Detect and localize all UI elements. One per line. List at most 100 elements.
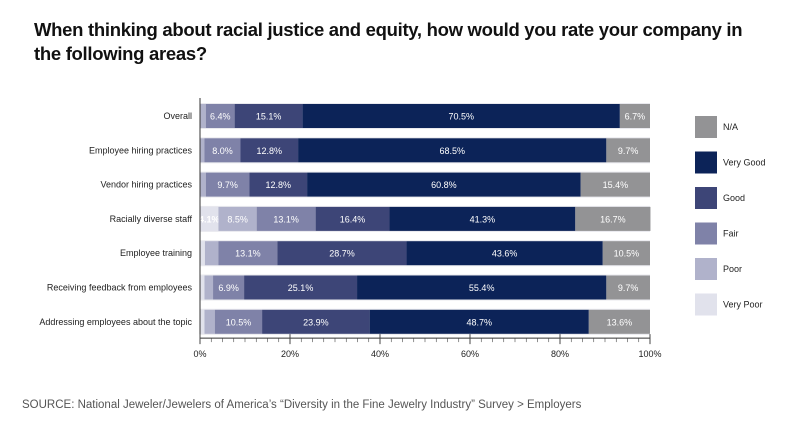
x-tick-label: 20%	[281, 349, 299, 359]
data-label: 12.8%	[266, 180, 292, 190]
bars-group: 6.4% 15.1% 70.5% 6.7% 8.0% 12.8% 68.5% 9.7% 9.7%…	[199, 103, 651, 335]
legend: N/A Very Good Good Fair Poor Very Poor	[695, 116, 766, 316]
x-tick-label: 80%	[551, 349, 569, 359]
data-label: 28.7%	[329, 249, 355, 259]
data-label: 25.1%	[288, 283, 314, 293]
x-tick-label: 0%	[193, 349, 206, 359]
data-label: 10.5%	[226, 317, 252, 327]
bar-segment-poor	[200, 138, 205, 163]
data-label: 55.4%	[469, 283, 495, 293]
data-label: 68.5%	[439, 146, 465, 156]
data-label: 9.7%	[618, 146, 639, 156]
legend-label: Very Poor	[723, 300, 763, 310]
bar-segment-fair	[214, 309, 263, 334]
bar-segment-n-a	[580, 172, 650, 197]
category-label: Addressing employees about the topic	[39, 317, 192, 327]
data-label: 16.4%	[340, 214, 366, 224]
bar-segment-good	[315, 206, 390, 231]
legend-swatch	[695, 116, 717, 138]
bar-segment-n-a	[606, 138, 650, 163]
bar-segment-very-poor	[200, 275, 205, 300]
bar-segment-very-good	[369, 309, 589, 334]
x-tick-label: 60%	[461, 349, 479, 359]
data-label: 70.5%	[448, 112, 474, 122]
bar-segment-good	[240, 138, 299, 163]
legend-label: Very Good	[723, 158, 766, 168]
bar-segment-poor	[204, 241, 219, 266]
category-label: Employee hiring practices	[89, 145, 193, 155]
bar-segment-very-poor	[200, 241, 205, 266]
data-label: 6.4%	[210, 112, 231, 122]
data-label: 6.7%	[625, 112, 646, 122]
legend-label: Fair	[723, 229, 739, 239]
bar-segment-fair	[204, 138, 241, 163]
category-labels: Overall Employee hiring practices Vendor h…	[39, 111, 192, 327]
data-label: 41.3%	[470, 214, 496, 224]
data-label: 60.8%	[431, 180, 457, 190]
category-label: Vendor hiring practices	[100, 180, 192, 190]
bar-segment-fair	[256, 206, 316, 231]
bar-segment-poor	[204, 275, 214, 300]
data-label: 13.1%	[235, 249, 261, 259]
bar-segment-good	[234, 104, 303, 128]
legend-label: Poor	[723, 264, 742, 274]
bar-segment-very-poor	[200, 206, 219, 231]
bar-segment-fair	[205, 104, 235, 128]
source-note: SOURCE: National Jeweler/Jewelers of Ame…	[22, 399, 582, 411]
bar-segment-n-a	[619, 104, 650, 128]
category-label: Overall	[163, 111, 192, 121]
data-label: 15.4%	[603, 180, 629, 190]
data-label: 6.9%	[218, 283, 239, 293]
bar-segment-very-good	[389, 206, 576, 231]
bar-segment-poor	[204, 309, 215, 334]
legend-swatch	[695, 258, 717, 280]
legend-swatch	[695, 187, 717, 209]
bar-segment-good	[249, 172, 308, 197]
x-tick-label: 100%	[638, 349, 661, 359]
bar-segment-very-poor	[200, 309, 205, 334]
bar-segment-very-good	[406, 241, 603, 266]
bar-segment-good	[262, 309, 370, 334]
bar-segment-fair	[213, 275, 245, 300]
bar-segment-fair	[205, 172, 250, 197]
legend-swatch	[695, 293, 717, 316]
bar-segment-n-a	[588, 309, 650, 334]
category-label: Receiving feedback from employees	[47, 283, 193, 293]
data-label: 43.6%	[492, 249, 518, 259]
data-label: 8.5%	[227, 214, 248, 224]
data-label: 13.6%	[607, 317, 633, 327]
category-label: Employee training	[120, 248, 192, 258]
data-label: 48.7%	[466, 317, 492, 327]
bar-segment-good	[277, 241, 407, 266]
bar-segment-n-a	[602, 241, 650, 266]
chart-title: When thinking about racial justice and e…	[34, 19, 743, 64]
bar-segment-good	[244, 275, 358, 300]
bar-segment-very-good	[357, 275, 607, 300]
data-label: 12.8%	[257, 146, 283, 156]
legend-label: Good	[723, 193, 745, 203]
data-label: 9.7%	[217, 180, 238, 190]
bar-segment-very-good	[307, 172, 581, 197]
category-label: Racially diverse staff	[110, 214, 193, 224]
legend-swatch	[695, 222, 717, 245]
data-label: 23.9%	[303, 317, 329, 327]
data-label: 10.5%	[614, 249, 640, 259]
x-axis: 0% 20% 40% 60% 80% 100%	[193, 98, 662, 359]
data-label: 16.7%	[600, 214, 626, 224]
legend-label: N/A	[723, 122, 738, 132]
x-tick-label: 40%	[371, 349, 389, 359]
data-label: 4.1%	[199, 214, 220, 224]
bar-segment-poor	[218, 206, 257, 231]
bar-segment-n-a	[575, 206, 651, 231]
data-label: 13.1%	[273, 214, 299, 224]
bar-segment-poor	[200, 172, 206, 197]
data-label: 15.1%	[256, 112, 282, 122]
data-label: 8.0%	[212, 146, 233, 156]
bar-segment-very-good	[302, 104, 620, 128]
bar-segment-n-a	[606, 275, 650, 300]
bar-segment-fair	[218, 241, 278, 266]
data-label: 9.7%	[618, 283, 639, 293]
bar-segment-very-good	[298, 138, 607, 163]
bar-segment-poor	[200, 104, 206, 128]
